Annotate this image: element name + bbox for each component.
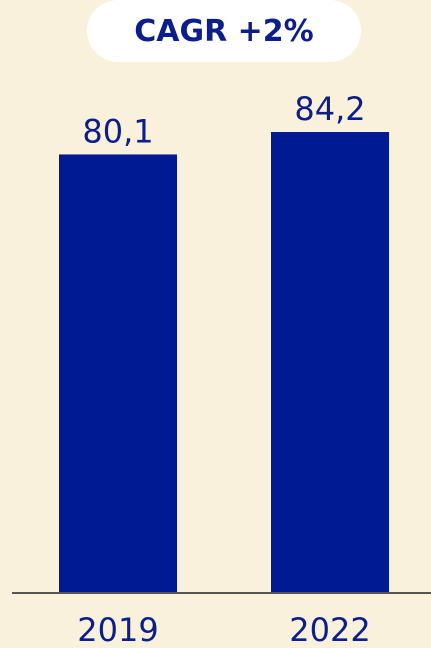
cagr-badge: CAGR +2% [87,0,361,62]
value-label-2019: 80,1 [82,112,153,150]
x-tick-label-2022: 2022 [289,611,370,648]
bar-2019 [59,154,177,593]
value-label-2022: 84,2 [294,90,365,128]
bars-layer [59,132,389,593]
x-tick-label-2019: 2019 [77,611,158,648]
bar-2022 [271,132,389,593]
cagr-badge-text: CAGR +2% [134,13,314,49]
labels-layer: 80,1 2019 84,2 2022 [77,90,370,648]
